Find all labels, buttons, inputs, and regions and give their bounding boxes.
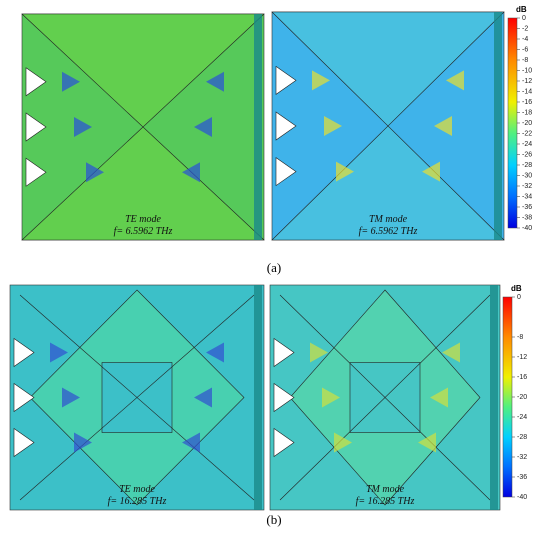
triangle — [21, 126, 265, 241]
small-triangle — [273, 427, 295, 458]
frequency-label: f= 6.5962 THz — [359, 226, 418, 237]
colorbar-tick-label: 0 — [522, 15, 526, 22]
colorbar-tick-label: -2 — [522, 25, 528, 32]
hot-spot — [430, 387, 448, 408]
hot-spot — [182, 432, 200, 453]
colorbar-tick-label: -36 — [517, 474, 527, 481]
colorbar-tick-label: -24 — [522, 141, 532, 148]
colorbar — [502, 296, 513, 498]
small-triangle — [13, 337, 35, 368]
hot-spot — [442, 342, 460, 363]
colorbar-tick-label: -22 — [522, 130, 532, 137]
hot-spot — [206, 71, 224, 92]
colorbar-tick-label: -20 — [517, 394, 527, 401]
colorbar-tick-label: -40 — [522, 225, 532, 232]
hot-spot — [86, 162, 104, 183]
small-triangle — [25, 67, 47, 97]
small-triangle — [25, 157, 47, 187]
hot-spot — [194, 117, 212, 137]
colorbar-tick-label: -18 — [522, 109, 532, 116]
small-triangle — [25, 112, 47, 142]
hot-spot — [422, 161, 440, 182]
colorbar-tick-label: -28 — [522, 162, 532, 169]
colorbar-tick-label: -40 — [517, 494, 527, 501]
colorbar-tick-label: 0 — [517, 294, 521, 301]
colorbar-tick-label: -34 — [522, 193, 532, 200]
hot-spot — [324, 116, 342, 136]
hot-spot — [336, 161, 354, 182]
hot-spot — [322, 387, 340, 408]
hot-spot — [434, 116, 452, 136]
hot-spot — [74, 117, 92, 137]
frequency-label: f= 16.285 THz — [108, 496, 167, 507]
colorbar-tick-label: -8 — [517, 334, 523, 341]
hot-spot — [334, 432, 352, 453]
diagonal — [279, 294, 491, 501]
hot-spot — [50, 342, 68, 363]
colorbar-tick-label: -12 — [517, 354, 527, 361]
frequency-label: f= 16.285 THz — [356, 496, 415, 507]
hot-spot — [446, 70, 464, 91]
colorbar-tick-label: -32 — [517, 454, 527, 461]
side-strip — [494, 12, 502, 240]
triangle — [271, 11, 505, 127]
colorbar-unit: dB — [516, 5, 527, 14]
hot-spot — [418, 432, 436, 453]
colorbar-tick-label: -10 — [522, 67, 532, 74]
side-strip — [254, 285, 262, 510]
colorbar-tick-label: -26 — [522, 151, 532, 158]
colorbar-tick-label: -16 — [522, 99, 532, 106]
colorbar-tick-label: -8 — [522, 57, 528, 64]
colorbar-tick-label: -16 — [517, 374, 527, 381]
diagonal — [19, 294, 255, 501]
small-triangle — [13, 427, 35, 458]
triangle — [21, 13, 265, 128]
colorbar-tick-label: -24 — [517, 414, 527, 421]
hot-spot — [310, 342, 328, 363]
colorbar-tick-label: -20 — [522, 120, 532, 127]
colorbar-tick-label: -4 — [522, 36, 528, 43]
colorbar-tick-label: -14 — [522, 88, 532, 95]
hot-spot — [62, 71, 80, 92]
hot-spot — [182, 162, 200, 183]
hot-spot — [62, 387, 80, 408]
panel-label: (b) — [266, 512, 281, 527]
hot-spot — [206, 342, 224, 363]
mode-label: TE mode — [125, 214, 161, 225]
colorbar-tick-label: -28 — [517, 434, 527, 441]
colorbar-unit: dB — [511, 284, 522, 293]
mode-label: TM mode — [366, 484, 405, 495]
colorbar-tick-label: -6 — [522, 46, 528, 53]
small-triangle — [273, 337, 295, 368]
colorbar-tick-label: -38 — [522, 214, 532, 221]
small-triangle — [275, 157, 297, 187]
small-triangle — [13, 382, 35, 413]
frequency-label: f= 6.5962 THz — [114, 226, 173, 237]
small-triangle — [275, 111, 297, 141]
hot-spot — [312, 70, 330, 91]
side-strip — [254, 14, 262, 240]
triangle — [271, 125, 505, 241]
mode-label: TE mode — [119, 484, 155, 495]
hot-spot — [74, 432, 92, 453]
colorbar-tick-label: -36 — [522, 204, 532, 211]
colorbar — [507, 17, 518, 229]
small-triangle — [275, 65, 297, 95]
colorbar-tick-label: -30 — [522, 172, 532, 179]
side-strip — [490, 285, 498, 510]
panel-label: (a) — [267, 260, 281, 275]
small-triangle — [273, 382, 295, 413]
colorbar-tick-label: -12 — [522, 78, 532, 85]
mode-label: TM mode — [369, 214, 408, 225]
colorbar-tick-label: -32 — [522, 183, 532, 190]
hot-spot — [194, 387, 212, 408]
